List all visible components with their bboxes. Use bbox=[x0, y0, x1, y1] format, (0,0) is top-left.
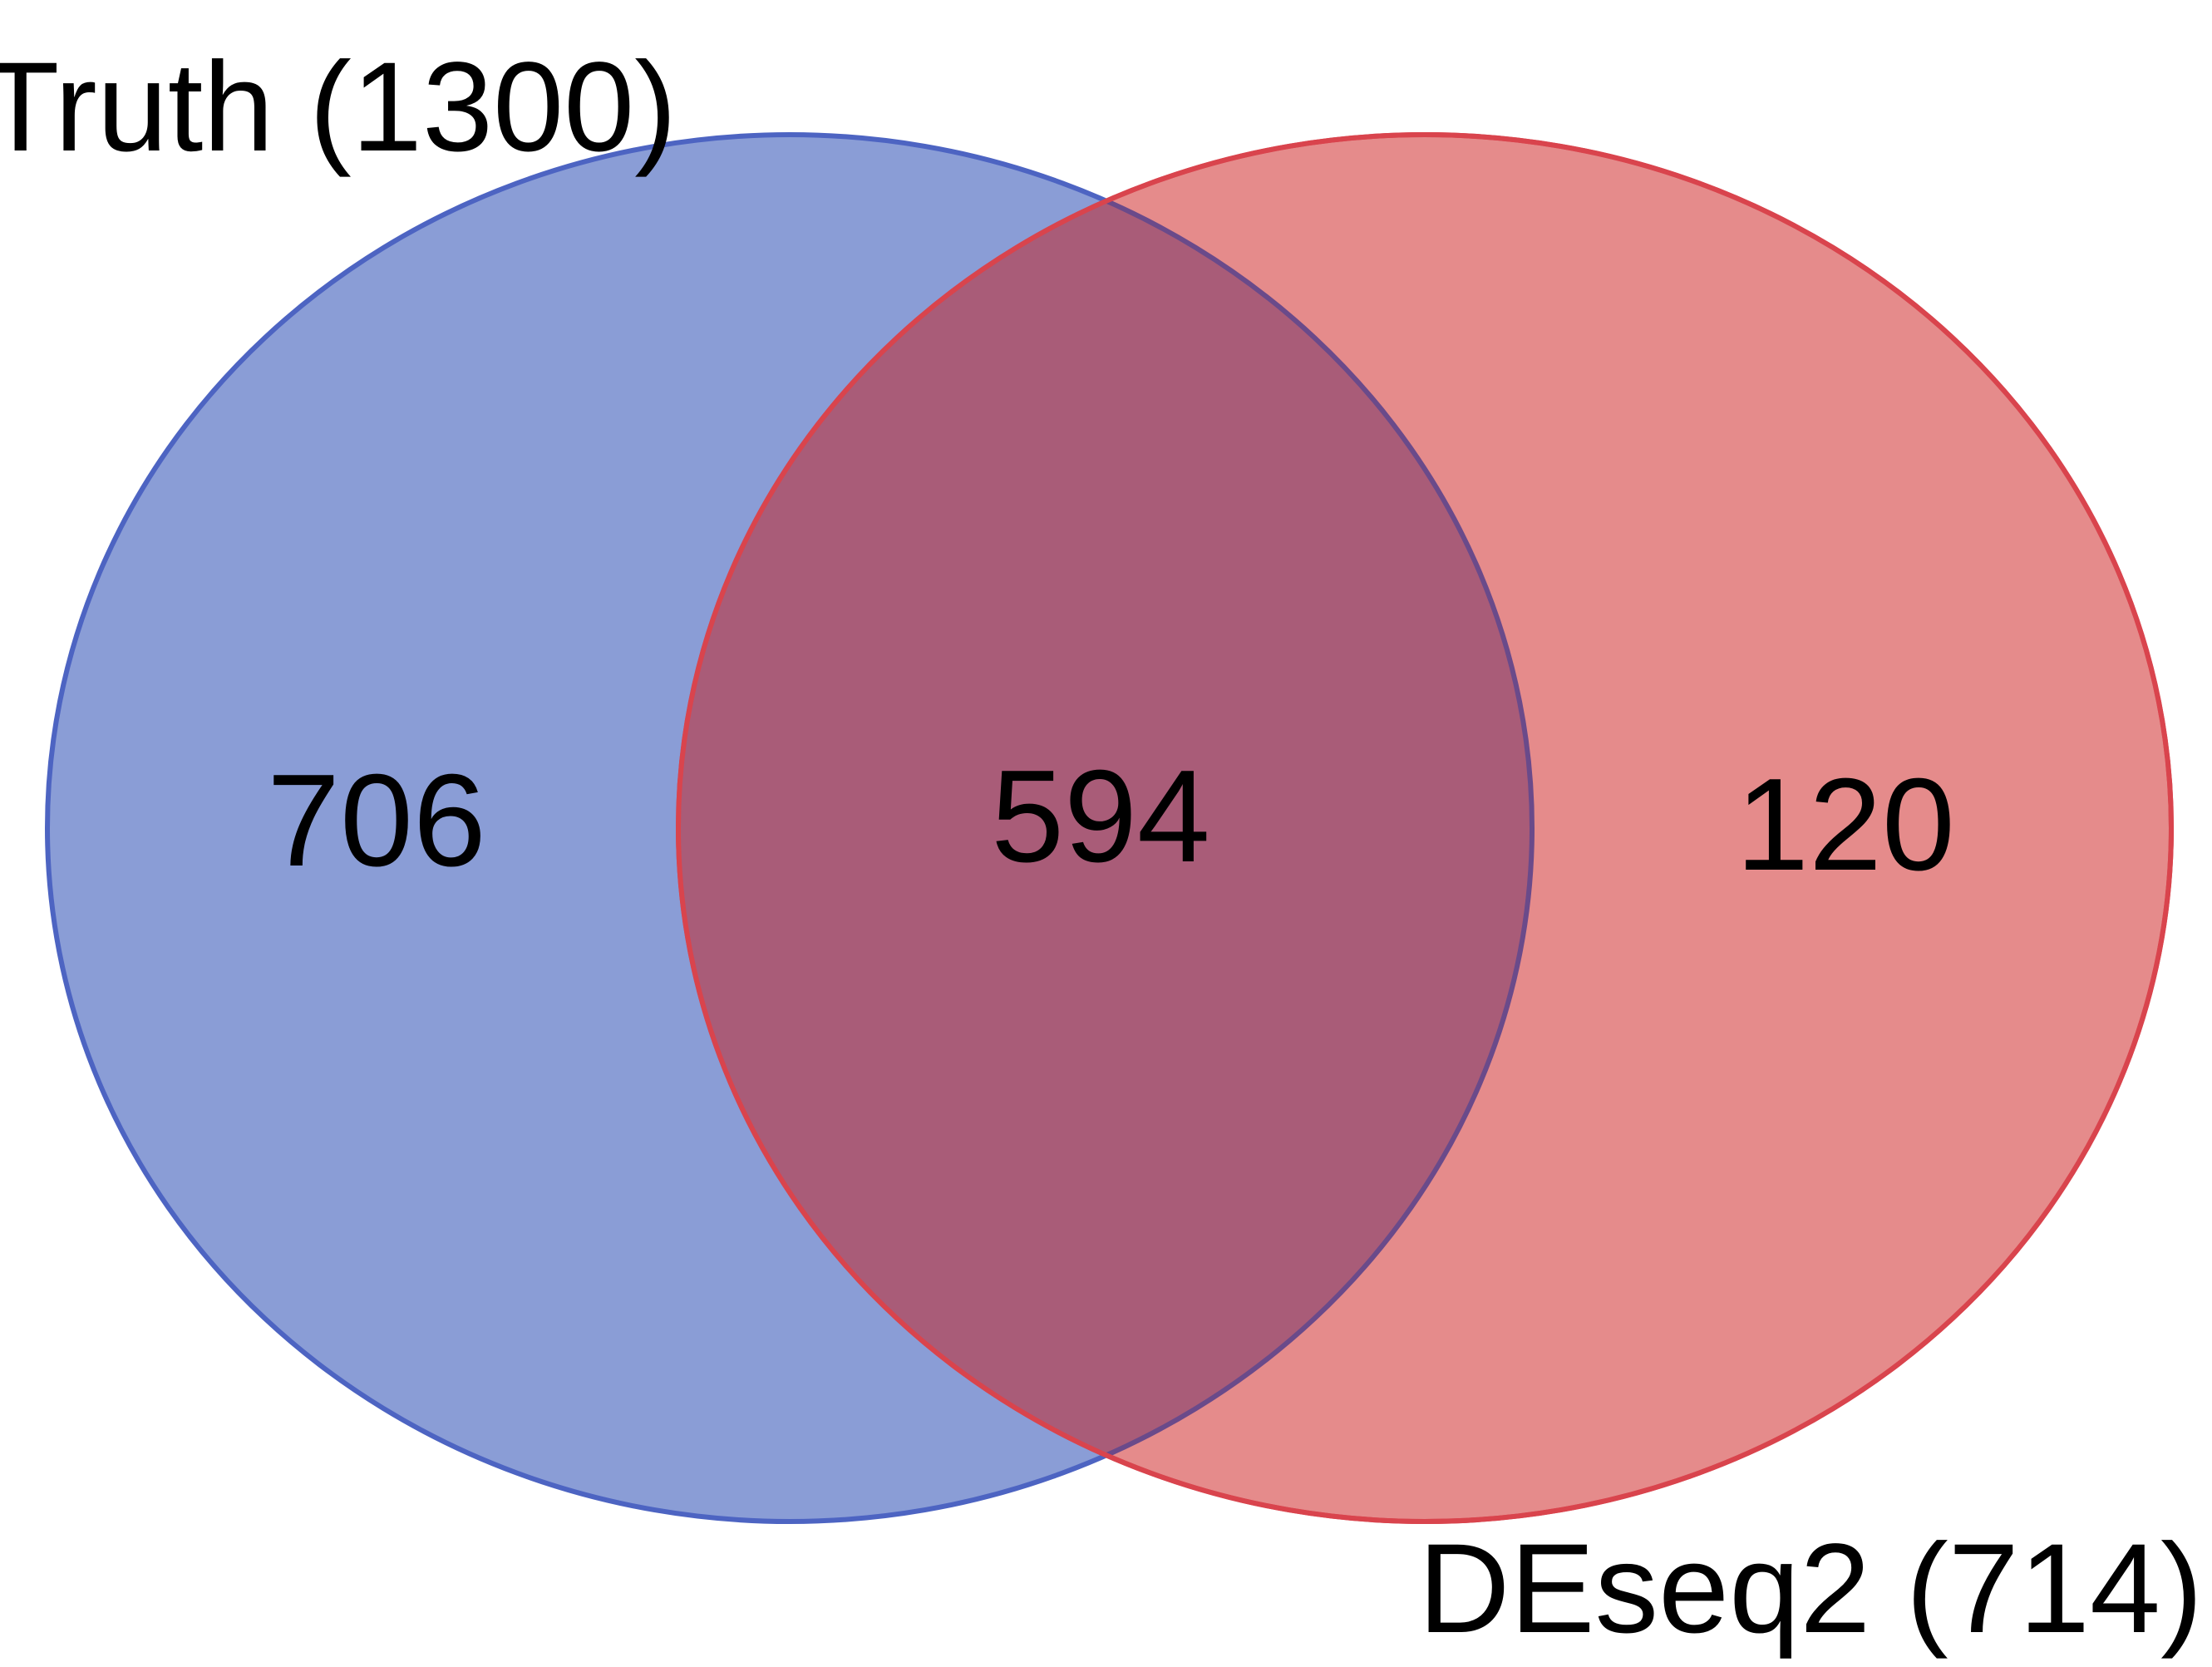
set-label-truth: Truth (1300) bbox=[0, 36, 677, 178]
count-only-deseq2: 120 bbox=[1736, 752, 1955, 898]
overlap-outline-truth bbox=[678, 135, 1535, 1522]
count-only-truth: 706 bbox=[267, 747, 486, 894]
overlap-region bbox=[678, 135, 1532, 1522]
set-label-deseq2: DEseq2 (714) bbox=[1418, 1517, 2203, 1660]
count-overlap: 594 bbox=[991, 743, 1210, 890]
outline-deseq2 bbox=[676, 132, 2174, 1524]
